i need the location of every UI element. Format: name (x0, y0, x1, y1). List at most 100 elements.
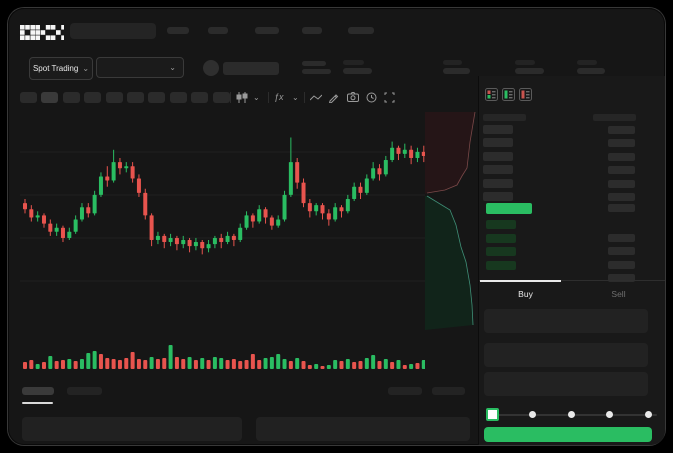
search-input[interactable] (70, 23, 156, 39)
candle-body (345, 199, 350, 212)
candle-body (187, 240, 192, 247)
ask-amount[interactable] (608, 139, 635, 148)
tab-buy[interactable]: Buy (518, 289, 533, 299)
chevron-down-icon[interactable]: ⌄ (292, 93, 299, 102)
timeframe-chip[interactable] (148, 92, 166, 103)
volume-bar (276, 354, 281, 369)
draw-pencil-icon[interactable] (328, 92, 339, 103)
camera-icon[interactable] (347, 92, 359, 102)
ask-amount[interactable] (608, 179, 635, 188)
bottom-action-placeholder[interactable] (388, 387, 422, 395)
slider-handle[interactable] (486, 408, 499, 421)
ask-price[interactable] (483, 138, 513, 148)
line-chart-icon[interactable] (310, 94, 322, 102)
slider-stop[interactable] (645, 411, 652, 418)
total-input[interactable] (484, 372, 648, 396)
candlestick-chart[interactable] (20, 112, 425, 330)
indicators-icon[interactable]: ƒx (274, 92, 284, 102)
timeframe-chip[interactable] (127, 92, 144, 103)
volume-bar (187, 357, 192, 369)
volume-bar (409, 364, 414, 369)
bottom-tab-active[interactable] (22, 387, 54, 395)
fullscreen-icon[interactable] (384, 92, 395, 103)
volume-bar (168, 345, 173, 369)
candle-body (193, 242, 198, 247)
candle-body (269, 217, 274, 226)
active-tab-underline (22, 402, 53, 404)
candle-body (364, 178, 369, 193)
timeframe-chip[interactable] (212, 92, 230, 103)
ask-price[interactable] (483, 151, 513, 161)
volume-bar (326, 365, 331, 369)
candle-body (92, 194, 97, 214)
ask-amount[interactable] (608, 152, 635, 161)
candle-body (67, 231, 72, 238)
nav-item[interactable] (208, 27, 228, 34)
candle-body (174, 237, 179, 245)
bid-price[interactable] (486, 220, 516, 229)
nav-item[interactable] (255, 27, 279, 34)
buy-submit-button[interactable] (484, 427, 652, 442)
orderbook-col-header[interactable] (593, 114, 636, 121)
volume-bar (162, 358, 167, 369)
orderbook-combined-icon[interactable] (485, 88, 498, 101)
bottom-tab[interactable] (67, 387, 102, 395)
bid-price[interactable] (486, 247, 516, 257)
slider-stop[interactable] (606, 411, 614, 418)
timeframe-chip[interactable] (169, 92, 187, 103)
volume-bar (307, 365, 312, 369)
timeframe-chip[interactable] (20, 92, 37, 103)
bid-amount[interactable] (608, 260, 635, 269)
nav-item[interactable] (348, 27, 374, 34)
bid-amount[interactable] (608, 273, 635, 282)
ask-amount[interactable] (608, 193, 635, 201)
volume-bar (111, 359, 116, 369)
slider-stop[interactable] (528, 411, 536, 418)
bid-price[interactable] (486, 261, 516, 271)
ask-price[interactable] (483, 192, 513, 201)
timeframe-chip[interactable] (191, 92, 209, 103)
candle-body (162, 235, 167, 243)
volume-bar (206, 360, 211, 369)
history-clock-icon[interactable] (366, 92, 377, 103)
orderbook-asks-icon[interactable] (519, 88, 532, 101)
depth-chart[interactable] (425, 112, 478, 330)
candle-body (421, 151, 425, 156)
ask-amount[interactable] (608, 166, 635, 175)
bottom-action-placeholder[interactable] (432, 387, 465, 395)
candle-body (60, 227, 65, 238)
chevron-down-icon[interactable]: ⌄ (253, 93, 260, 102)
timeframe-chip[interactable] (84, 92, 102, 103)
pair-selector[interactable]: ⌄ (96, 57, 184, 78)
ask-price[interactable] (483, 178, 513, 188)
ask-price[interactable] (483, 125, 513, 134)
last-amount[interactable] (608, 204, 635, 212)
bid-amount[interactable] (608, 247, 635, 256)
volume-bar (174, 357, 179, 369)
candle-body (149, 215, 154, 240)
ask-price[interactable] (483, 165, 513, 175)
timeframe-chip[interactable] (62, 92, 80, 103)
timeframe-chip[interactable] (105, 92, 123, 103)
nav-item[interactable] (302, 27, 322, 34)
volume-bar (244, 360, 249, 369)
chart-type-icon[interactable] (236, 92, 248, 103)
bid-price[interactable] (486, 233, 516, 243)
volume-bar (269, 357, 274, 369)
orderbook-col-header[interactable] (483, 114, 526, 121)
bid-amount[interactable] (608, 234, 635, 242)
price-input[interactable] (484, 309, 648, 333)
ask-amount[interactable] (608, 126, 635, 134)
volume-bar (364, 358, 369, 369)
tab-sell[interactable]: Sell (611, 289, 626, 299)
orderbook-bids-icon[interactable] (502, 88, 515, 101)
nav-item[interactable] (167, 27, 189, 34)
history-panel-placeholder (256, 417, 470, 441)
slider-stop[interactable] (567, 411, 575, 418)
amount-slider[interactable] (486, 408, 657, 421)
last-price[interactable] (486, 203, 532, 214)
timeframe-chip-active[interactable] (41, 92, 59, 103)
candle-body (301, 182, 306, 204)
market-type-selector[interactable]: Spot Trading ⌄ (29, 57, 93, 80)
amount-input[interactable] (484, 343, 648, 367)
